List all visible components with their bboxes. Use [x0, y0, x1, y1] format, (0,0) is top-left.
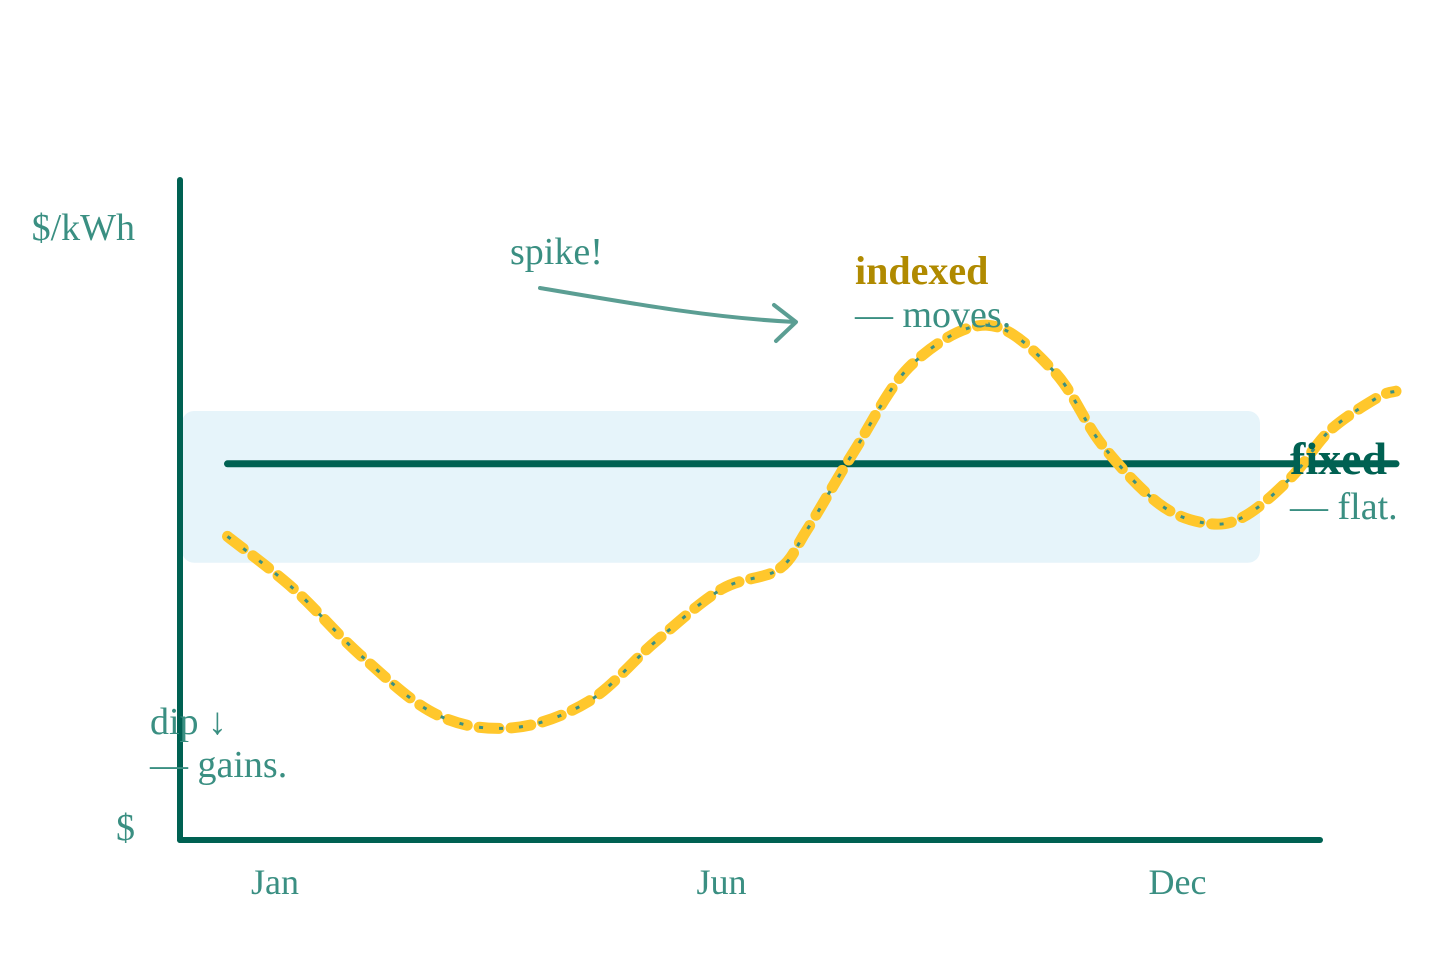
dip-caption: — gains.: [149, 744, 287, 786]
indexed-series-caption: — moves.: [854, 294, 1011, 336]
spike-annotation: spike!: [510, 231, 603, 273]
dip-annotation: dip ↓: [150, 701, 227, 743]
spike-arrow-head: [772, 303, 798, 343]
x-tick-label-jun: Jun: [696, 862, 746, 902]
x-tick-label-dec: Dec: [1149, 862, 1207, 902]
y-axis-label: $/kWh: [32, 207, 135, 249]
series-line-indexed: [222, 319, 1402, 734]
x-tick-label-jan: Jan: [251, 862, 299, 902]
fixed-series-caption: — flat.: [1289, 486, 1398, 528]
indexed-series-label: indexed: [855, 248, 988, 293]
fixed-price-band: [182, 411, 1260, 563]
y-axis-low-label: $: [116, 807, 135, 849]
spike-arrow: [538, 286, 797, 324]
series-layer: [222, 319, 1402, 734]
fixed-series-label: fixed: [1290, 433, 1388, 484]
